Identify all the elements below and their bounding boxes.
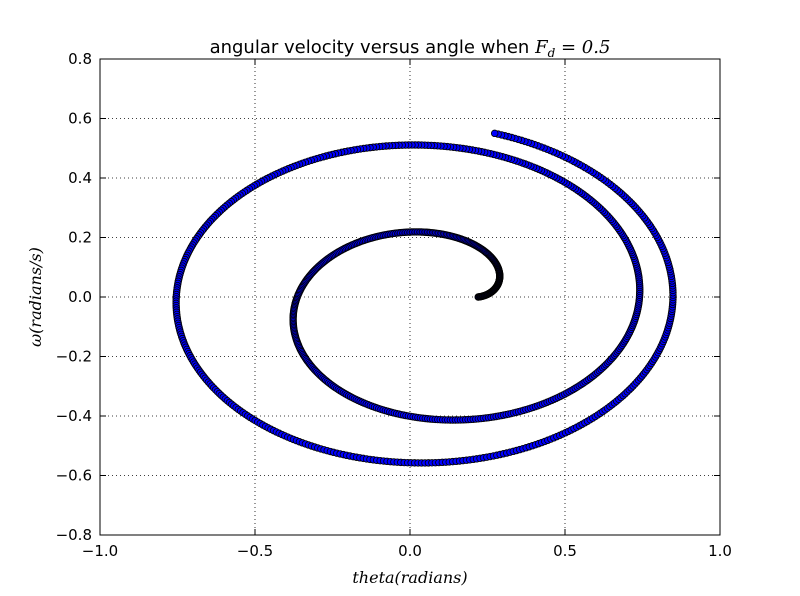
x-tick-label: 1.0: [708, 542, 732, 560]
y-tick-label: −0.4: [56, 407, 92, 425]
y-tick-labels: −0.8 −0.6 −0.4 −0.2 0.0 0.2 0.4 0.6 0.8: [56, 50, 92, 544]
x-tick-label: −0.5: [237, 542, 273, 560]
y-tick-label: −0.6: [56, 467, 92, 485]
y-tick-label: 0.0: [68, 288, 92, 306]
plot-frame: [99, 58, 721, 536]
chart-title-math-symbol: F: [534, 37, 549, 58]
x-tick-label: 0.5: [553, 542, 577, 560]
chart-title: angular velocity versus angle when Fd = …: [210, 37, 611, 60]
y-axis-label: ω(radians/s): [26, 247, 45, 347]
chart-title-math-value: = 0.5: [555, 37, 610, 58]
y-tick-label: 0.2: [68, 229, 92, 247]
y-tick-label: −0.8: [56, 526, 92, 544]
x-tick-label: −1.0: [82, 542, 118, 560]
y-tick-label: −0.2: [56, 348, 92, 366]
y-tick-label: 0.4: [68, 169, 92, 187]
x-tick-label: 0.0: [398, 542, 422, 560]
chart-title-math-subscript: d: [548, 46, 556, 60]
chart-title-text: angular velocity versus angle when: [210, 37, 536, 58]
y-tick-label: 0.6: [68, 110, 92, 128]
scatter-series: [172, 129, 677, 467]
x-tick-labels: −1.0 −0.5 0.0 0.5 1.0: [82, 542, 732, 560]
data-point: [490, 129, 499, 138]
y-tick-label: 0.8: [68, 50, 92, 68]
x-axis-label: theta(radians): [352, 568, 467, 587]
